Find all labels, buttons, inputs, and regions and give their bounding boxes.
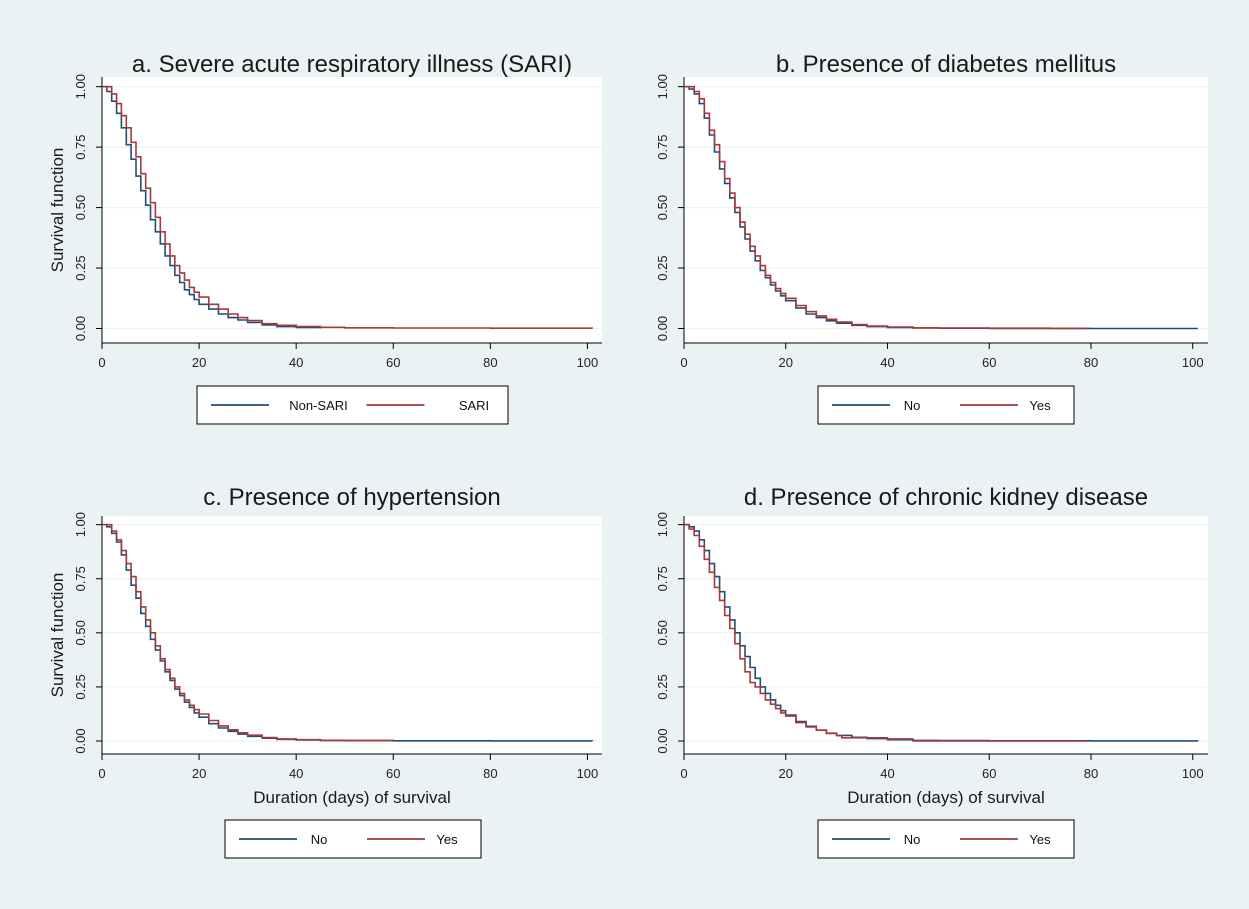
x-tick-label: 20 — [192, 355, 206, 370]
y-tick-label: 0.50 — [73, 620, 88, 645]
y-tick-label: 0.25 — [655, 674, 670, 699]
chart-panel-3: 0.00 0.25 0.50 0.75 1.00 0 20 40 60 80 100 c. Prese… — [48, 484, 602, 859]
x-tick-label: 60 — [386, 355, 400, 370]
plot-area — [102, 77, 602, 343]
y-tick-label: 0.50 — [655, 195, 670, 220]
x-tick-label: 80 — [483, 355, 497, 370]
y-tick-label: 0.00 — [73, 316, 88, 341]
y-tick-label: 0.50 — [73, 195, 88, 220]
legend-label: Non-SARI — [289, 398, 348, 413]
x-tick-label: 100 — [1182, 355, 1204, 370]
x-tick-label: 60 — [386, 766, 400, 781]
y-tick-label: 1.00 — [73, 74, 88, 99]
legend-label: Yes — [1029, 398, 1051, 413]
legend: No Yes — [224, 819, 482, 859]
y-tick-label: 1.00 — [655, 74, 670, 99]
y-tick-label: 0.00 — [655, 316, 670, 341]
chart-panel-1: 0.00 0.25 0.50 0.75 1.00 0 20 40 60 80 100 a. Sever… — [48, 51, 602, 425]
y-tick-label: 0.75 — [655, 566, 670, 591]
series-line-yes — [684, 85, 1087, 330]
x-tick-label: 100 — [577, 355, 599, 370]
chart-title: a. Severe acute respiratory illness (SAR… — [132, 51, 572, 78]
x-tick-label: 60 — [982, 355, 996, 370]
legend-label: No — [311, 832, 328, 847]
x-tick-label: 40 — [289, 355, 303, 370]
x-tick-label: 20 — [192, 766, 206, 781]
x-tick-label: 0 — [98, 766, 105, 781]
legend: Non-SARI SARI — [196, 385, 509, 425]
series-line-yes — [102, 523, 395, 742]
x-tick-label: 20 — [779, 355, 793, 370]
plot-area — [102, 516, 602, 754]
y-tick-label: 0.50 — [655, 620, 670, 645]
legend-label: Yes — [436, 832, 458, 847]
y-tick-label: 1.00 — [73, 512, 88, 537]
series-line-yes — [684, 523, 1086, 742]
y-tick-label: 0.75 — [73, 134, 88, 159]
x-tick-label: 80 — [483, 766, 497, 781]
x-tick-label: 80 — [1084, 766, 1098, 781]
legend-label: Yes — [1029, 832, 1051, 847]
legend: No Yes — [817, 385, 1075, 425]
x-tick-label: 60 — [982, 766, 996, 781]
chart-title: d. Presence of chronic kidney disease — [744, 484, 1148, 511]
y-tick-label: 0.75 — [655, 134, 670, 159]
y-axis-label: Survival function — [48, 148, 67, 273]
y-tick-label: 0.00 — [655, 728, 670, 753]
x-tick-label: 0 — [680, 355, 687, 370]
chart-panel-4: 0.00 0.25 0.50 0.75 1.00 0 20 40 60 80 100 d. Prese… — [655, 484, 1208, 859]
y-tick-label: 1.00 — [655, 512, 670, 537]
x-tick-label: 80 — [1084, 355, 1098, 370]
x-tick-label: 20 — [779, 766, 793, 781]
x-tick-label: 40 — [289, 766, 303, 781]
chart-panels: 0.00 0.25 0.50 0.75 1.00 0 20 40 60 80 100 a. Sever… — [48, 51, 1208, 859]
y-tick-label: 0.25 — [73, 674, 88, 699]
x-tick-label: 0 — [680, 766, 687, 781]
chart-title: c. Presence of hypertension — [203, 484, 501, 511]
x-axis-label: Duration (days) of survival — [253, 788, 450, 807]
y-axis-label: Survival function — [48, 573, 67, 698]
x-tick-label: 100 — [577, 766, 599, 781]
legend-label: SARI — [459, 398, 489, 413]
y-tick-label: 0.00 — [73, 728, 88, 753]
chart-title: b. Presence of diabetes mellitus — [776, 51, 1116, 78]
series-line-sari — [102, 85, 594, 329]
y-tick-label: 0.25 — [655, 255, 670, 280]
x-tick-label: 100 — [1182, 766, 1204, 781]
y-tick-label: 0.75 — [73, 566, 88, 591]
legend-label: No — [904, 832, 921, 847]
plot-area — [684, 77, 1208, 343]
x-tick-label: 40 — [880, 766, 894, 781]
y-tick-label: 0.25 — [73, 255, 88, 280]
legend-label: No — [904, 398, 921, 413]
legend: No Yes — [817, 819, 1075, 859]
chart-panel-2: 0.00 0.25 0.50 0.75 1.00 0 20 40 60 80 100 b. Prese… — [655, 51, 1208, 425]
x-tick-label: 0 — [98, 355, 105, 370]
x-tick-label: 40 — [880, 355, 894, 370]
plot-area — [684, 516, 1208, 754]
x-axis-label: Duration (days) of survival — [847, 788, 1044, 807]
